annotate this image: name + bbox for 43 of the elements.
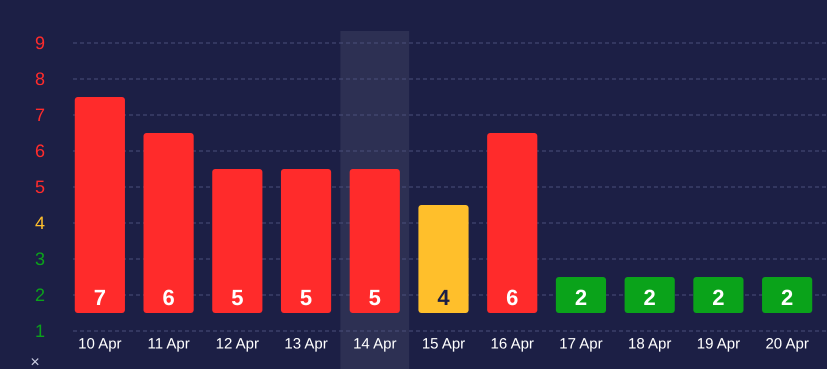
bar [74,97,125,313]
data-label: 4 [437,285,450,310]
x-tick-label: 17 Apr [559,336,603,353]
x-tick-label: 19 Apr [696,336,740,353]
data-label: 7 [94,285,106,310]
bar [280,169,332,313]
x-tick-label: 11 Apr [147,336,190,353]
bar [487,133,538,313]
y-tick-label: 1 [34,320,46,341]
x-tick-label: 20 Apr [765,336,809,353]
data-label: 2 [781,285,794,310]
data-label: 6 [162,285,175,310]
x-tick-label: 12 Apr [216,336,260,353]
text: × [30,354,40,369]
bar [762,277,812,313]
data-label: 5 [368,285,381,310]
x-tick-label: 18 Apr [628,336,672,353]
x-tick-label: 13 Apr [284,336,328,353]
data-label: 2 [644,285,656,310]
data-label: 6 [506,285,518,310]
y-tick-label: 2 [34,284,46,305]
y-tick-label: 5 [34,176,46,197]
bar [144,133,194,313]
data-label: 2 [574,285,588,310]
y-tick-label: 7 [34,104,46,125]
x-tick-label: 15 Apr [422,336,466,353]
y-tick-label: 8 [34,68,46,89]
bar [556,277,606,313]
bar [418,205,469,313]
data-label: 5 [300,285,312,310]
bar [212,169,262,313]
y-tick-label: 4 [34,212,46,233]
y-tick-label: 9 [34,32,46,53]
bar [350,169,400,313]
bar [693,277,744,313]
data-label: 5 [231,285,244,310]
bar [624,277,675,313]
data-label: 2 [712,285,725,310]
x-tick-label: 10 Apr [78,336,122,353]
x-tick-label: 14 Apr [353,336,396,353]
y-tick-label: 6 [34,140,46,161]
x-tick-label: 16 Apr [490,336,534,353]
y-tick-label: 3 [34,248,46,269]
